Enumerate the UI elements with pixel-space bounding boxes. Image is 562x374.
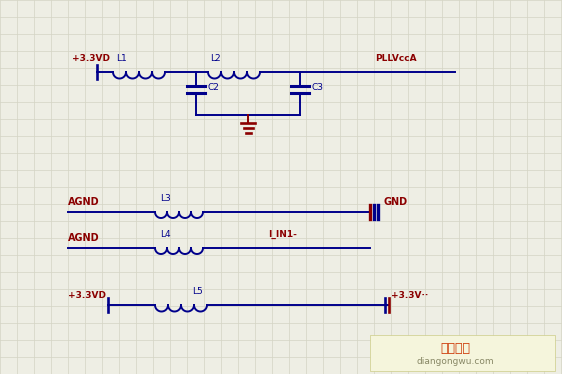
Text: AGND: AGND (68, 233, 99, 243)
FancyBboxPatch shape (370, 335, 555, 371)
Text: L5: L5 (192, 287, 203, 296)
Text: L1: L1 (116, 54, 127, 63)
Text: +3.3VD: +3.3VD (68, 291, 106, 300)
Text: L2: L2 (210, 54, 221, 63)
Text: +3.3VD: +3.3VD (72, 54, 110, 63)
Text: C2: C2 (207, 83, 219, 92)
Text: diangongwu.com: diangongwu.com (416, 358, 494, 367)
Text: +3.3V··: +3.3V·· (391, 291, 428, 300)
Text: L4: L4 (160, 230, 171, 239)
Text: L3: L3 (160, 194, 171, 203)
Text: I_IN1-: I_IN1- (268, 230, 297, 239)
Text: C3: C3 (311, 83, 323, 92)
Text: 电工之屋: 电工之屋 (440, 341, 470, 355)
Text: GND: GND (384, 197, 408, 207)
Text: PLLVccA: PLLVccA (375, 54, 416, 63)
Text: AGND: AGND (68, 197, 99, 207)
